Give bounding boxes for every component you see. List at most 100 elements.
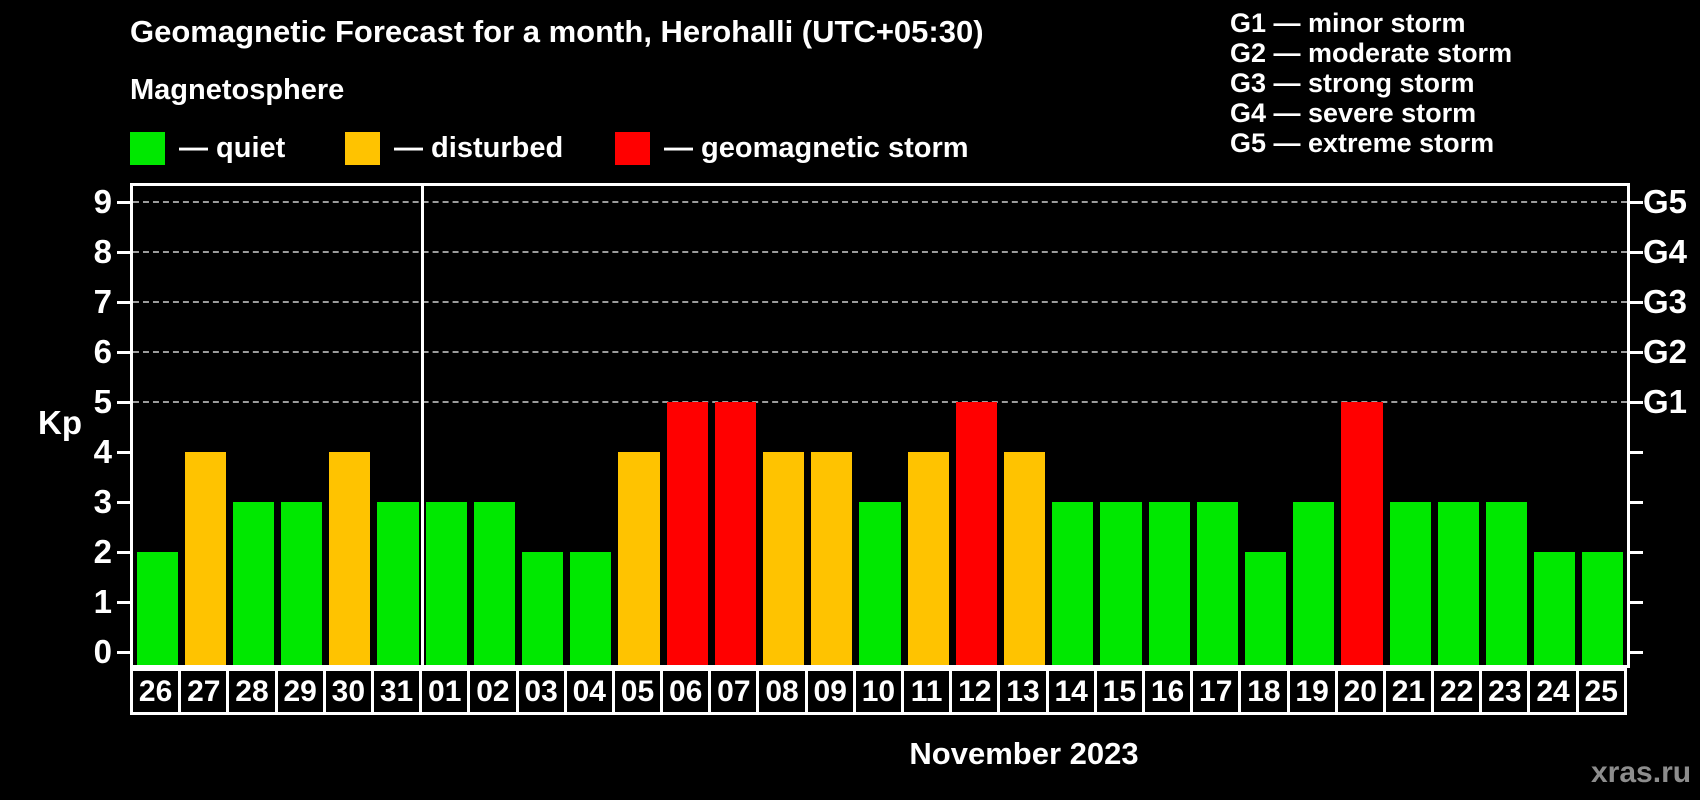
date-cell-31: 31 xyxy=(370,668,423,715)
date-cell-27: 27 xyxy=(178,668,230,715)
kp-tick-left xyxy=(117,450,130,454)
kp-bar-day-28 xyxy=(232,502,275,665)
kp-tick-right xyxy=(1630,250,1643,254)
date-cell-28: 28 xyxy=(226,668,278,715)
date-cell-06: 06 xyxy=(660,668,712,715)
kp-tick-right xyxy=(1630,200,1643,204)
date-cell-21: 21 xyxy=(1382,668,1435,715)
kp-tick-label-6: 6 xyxy=(93,333,112,370)
storm-scale-item: G3 — strong storm xyxy=(1230,68,1475,98)
date-cell-09: 09 xyxy=(804,668,856,715)
legend-swatch-quiet xyxy=(130,132,165,165)
kp-tick-label-0: 0 xyxy=(93,633,112,670)
date-cell-18: 18 xyxy=(1238,668,1290,715)
watermark: xras.ru xyxy=(1591,756,1692,789)
kp-bar-day-04 xyxy=(570,552,612,665)
kp-bar-day-27 xyxy=(184,452,226,665)
kp-bar-day-07 xyxy=(714,402,756,665)
kp-bar-day-12 xyxy=(955,402,997,665)
kp-bar-day-03 xyxy=(522,552,564,665)
legend-item-storm: — geomagnetic storm xyxy=(615,132,969,165)
kp-bar-day-21 xyxy=(1389,502,1431,665)
kp-bar-day-30 xyxy=(329,452,371,665)
kp-bar-day-10 xyxy=(859,502,901,665)
g-scale-label-G1: G1 xyxy=(1643,383,1688,420)
legend-swatch-disturbed xyxy=(345,132,380,165)
kp-bar-day-02 xyxy=(473,502,516,665)
kp-bar-day-19 xyxy=(1293,502,1335,665)
date-cell-01: 01 xyxy=(419,668,471,715)
kp-tick-left xyxy=(117,400,130,404)
kp-bar-day-05 xyxy=(618,452,660,665)
kp-bar-day-08 xyxy=(763,452,805,665)
kp-tick-right xyxy=(1630,450,1643,454)
date-cell-16: 16 xyxy=(1141,668,1194,715)
kp-bar-day-14 xyxy=(1052,502,1094,665)
g-scale-label-G4: G4 xyxy=(1643,233,1688,270)
date-cell-11: 11 xyxy=(901,668,953,715)
date-cell-10: 10 xyxy=(852,668,904,715)
grid-line-kp5 xyxy=(133,401,1627,403)
date-axis: 26 27 28 29 30 31 01 02 03 04 05 06 07 08 09 10 11 12 13 14… xyxy=(130,668,1627,715)
kp-bar-day-11 xyxy=(907,452,949,665)
kp-tick-right xyxy=(1630,550,1643,554)
kp-tick-label-2: 2 xyxy=(93,533,112,570)
date-cell-29: 29 xyxy=(274,668,326,715)
date-cell-15: 15 xyxy=(1093,668,1145,715)
kp-tick-right xyxy=(1630,650,1643,654)
storm-scale-item: G2 — moderate storm xyxy=(1230,38,1513,68)
date-cell-30: 30 xyxy=(322,668,374,715)
kp-bar-day-17 xyxy=(1196,502,1238,665)
kp-bar-day-25 xyxy=(1582,552,1624,665)
kp-tick-right xyxy=(1630,300,1643,304)
date-cell-23: 23 xyxy=(1479,668,1531,715)
grid-line-kp8 xyxy=(133,251,1627,253)
kp-bar-day-13 xyxy=(1003,452,1046,665)
kp-tick-left xyxy=(117,200,130,204)
month-label: November 2023 xyxy=(909,736,1139,771)
date-cell-25: 25 xyxy=(1575,668,1627,715)
kp-tick-label-1: 1 xyxy=(93,583,112,620)
month-divider xyxy=(420,186,424,665)
grid-line-kp9 xyxy=(133,201,1627,203)
kp-tick-left xyxy=(117,650,130,654)
kp-bar-day-18 xyxy=(1244,552,1287,665)
date-cell-05: 05 xyxy=(611,668,664,715)
kp-bar-day-31 xyxy=(377,502,419,665)
kp-tick-left xyxy=(117,300,130,304)
date-cell-02: 02 xyxy=(467,668,519,715)
kp-bar-day-29 xyxy=(281,502,323,665)
kp-tick-right xyxy=(1630,500,1643,504)
magnetosphere-heading: Magnetosphere xyxy=(130,74,345,106)
kp-tick-right xyxy=(1630,400,1643,404)
date-cell-22: 22 xyxy=(1431,668,1483,715)
date-cell-26: 26 xyxy=(130,668,182,715)
kp-tick-label-8: 8 xyxy=(93,233,112,270)
storm-scale-item: G1 — minor storm xyxy=(1230,8,1466,38)
legend-item-quiet: — quiet xyxy=(130,132,285,165)
kp-bar-day-01 xyxy=(425,502,467,665)
kp-tick-label-9: 9 xyxy=(93,183,112,220)
kp-bar-day-26 xyxy=(136,552,178,665)
date-cell-24: 24 xyxy=(1527,668,1579,715)
kp-tick-label-4: 4 xyxy=(93,433,112,470)
legend-label-disturbed: — disturbed xyxy=(394,132,564,164)
legend-swatch-storm xyxy=(615,132,650,165)
kp-bar-day-09 xyxy=(811,452,853,665)
g-scale-label-G5: G5 xyxy=(1643,183,1688,220)
date-cell-17: 17 xyxy=(1190,668,1242,715)
storm-scale-item: G5 — extreme storm xyxy=(1230,128,1495,158)
kp-bar-day-15 xyxy=(1100,502,1142,665)
kp-bar-day-20 xyxy=(1341,402,1383,665)
g-scale-label-G3: G3 xyxy=(1643,283,1688,320)
kp-tick-left xyxy=(117,600,130,604)
kp-tick-left xyxy=(117,500,130,504)
date-cell-07: 07 xyxy=(708,668,760,715)
grid-line-kp6 xyxy=(133,351,1627,353)
chart-title: Geomagnetic Forecast for a month, Heroha… xyxy=(130,14,984,49)
kp-tick-label-3: 3 xyxy=(93,483,112,520)
storm-scale-item: G4 — severe storm xyxy=(1230,98,1477,128)
date-cell-12: 12 xyxy=(949,668,1001,715)
kp-tick-right xyxy=(1630,350,1643,354)
